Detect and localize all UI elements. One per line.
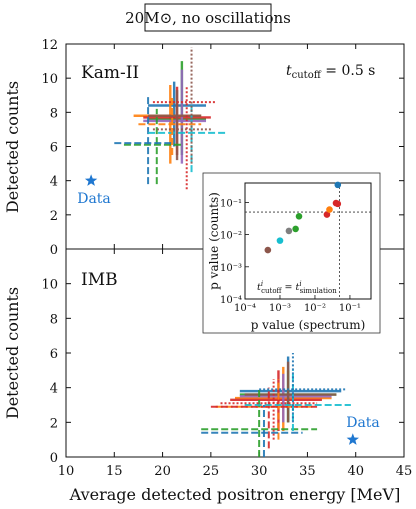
- x-tick-label: 25: [203, 464, 220, 479]
- y-tick-label: 6: [50, 347, 58, 362]
- imb-y-ticks: 0 2 4 6 8 10: [41, 278, 404, 466]
- error-cross: [152, 86, 216, 190]
- inset: 10⁻⁴ 10⁻³ 10⁻² 10⁻¹ 10⁻¹ 10⁻² 10⁻³ 10⁻⁴ ti cutof…: [202, 172, 381, 334]
- error-cross: [123, 108, 182, 185]
- y-tick-label: 8: [50, 106, 58, 121]
- imb-crosses: [201, 353, 351, 457]
- inset-point: [276, 237, 284, 244]
- error-cross: [220, 379, 318, 440]
- x-tick-label: 15: [106, 464, 123, 479]
- kam-data-marker: [84, 174, 98, 186]
- y-tick-label: 8: [50, 312, 58, 327]
- imb-y-label: Detected counts: [3, 287, 22, 419]
- inset-point: [264, 246, 272, 254]
- error-cross: [148, 103, 226, 173]
- y-tick-label: 10: [41, 72, 58, 87]
- inset-x-tick-label: 10⁻²: [304, 303, 326, 314]
- error-cross: [201, 405, 303, 457]
- kam-data-label: Data: [77, 191, 111, 207]
- chart-title: 20M⊙, no oscillations: [125, 9, 291, 27]
- kam-crosses: [114, 47, 226, 190]
- inset-point: [323, 211, 331, 218]
- y-tick-label: 10: [41, 278, 58, 293]
- data-star: [84, 174, 98, 186]
- y-tick-label: 2: [50, 416, 58, 431]
- inset-x-tick-label: 10⁻⁴: [234, 303, 256, 314]
- error-cross: [201, 387, 318, 457]
- error-cross: [239, 373, 332, 423]
- inset-points: [264, 181, 342, 254]
- error-cross: [230, 370, 322, 431]
- inset-point: [334, 200, 342, 208]
- inset-point: [295, 212, 303, 220]
- y-tick-label: 6: [50, 141, 58, 156]
- y-tick-label: 2: [50, 209, 58, 224]
- inset-thresholds: [245, 183, 371, 299]
- y-tick-label: 12: [41, 38, 58, 53]
- inset-y-label: p value (counts): [207, 192, 221, 290]
- x-tick-label: 10: [58, 464, 75, 479]
- inset-y-tick-label: 10⁻⁴: [220, 295, 242, 306]
- x-tick-label: 35: [299, 464, 316, 479]
- inset-point: [285, 227, 293, 235]
- error-cross: [114, 95, 173, 185]
- inset-x-label: p value (spectrum): [251, 318, 366, 332]
- x-tick-label: 45: [396, 464, 413, 479]
- inset-y-tick-label: 10⁻¹: [220, 198, 242, 209]
- inset-x-tick-label: 10⁻³: [269, 303, 291, 314]
- inset-x-tick-label: 10⁻¹: [339, 303, 361, 314]
- y-tick-label: 4: [50, 382, 58, 397]
- cutoff-annotation: tcutoff = 0.5 s: [286, 63, 375, 81]
- inset-ticks: 10⁻⁴ 10⁻³ 10⁻² 10⁻¹ 10⁻¹ 10⁻² 10⁻³ 10⁻⁴: [220, 198, 361, 314]
- inset-annotation: ti cutoff = ti simulation: [257, 280, 337, 295]
- error-cross: [152, 47, 211, 164]
- error-cross: [239, 356, 342, 423]
- kam-y-ticks: 0 2 4 6 8 10 12: [41, 38, 404, 258]
- imb-data-label: Data: [346, 415, 380, 431]
- inset-point: [292, 225, 299, 233]
- inset-y-tick-label: 10⁻³: [220, 263, 242, 274]
- imb-panel-label: IMB: [81, 270, 118, 290]
- inset-point: [334, 181, 342, 189]
- x-tick-label: 40: [347, 464, 364, 479]
- error-cross: [259, 353, 347, 423]
- imb-data-marker: [346, 433, 359, 445]
- x-axis-label: Average detected positron energy [MeV]: [69, 485, 401, 504]
- x-tick-label: 30: [251, 464, 268, 479]
- y-tick-label: 0: [50, 451, 58, 466]
- title-box: [144, 3, 272, 32]
- x-tick-label: 20: [154, 464, 171, 479]
- inset-y-tick-label: 10⁻²: [220, 231, 242, 242]
- data-star: [346, 433, 359, 445]
- inset-background: [202, 172, 381, 334]
- y-tick-label: 4: [50, 175, 58, 190]
- inset-point: [326, 206, 333, 213]
- error-cross: [138, 95, 202, 156]
- inset-axes: [244, 182, 372, 300]
- kam-y-label: Detected counts: [3, 81, 22, 213]
- kam-panel-label: Kam-II: [81, 63, 139, 83]
- y-tick-label: 0: [50, 243, 58, 258]
